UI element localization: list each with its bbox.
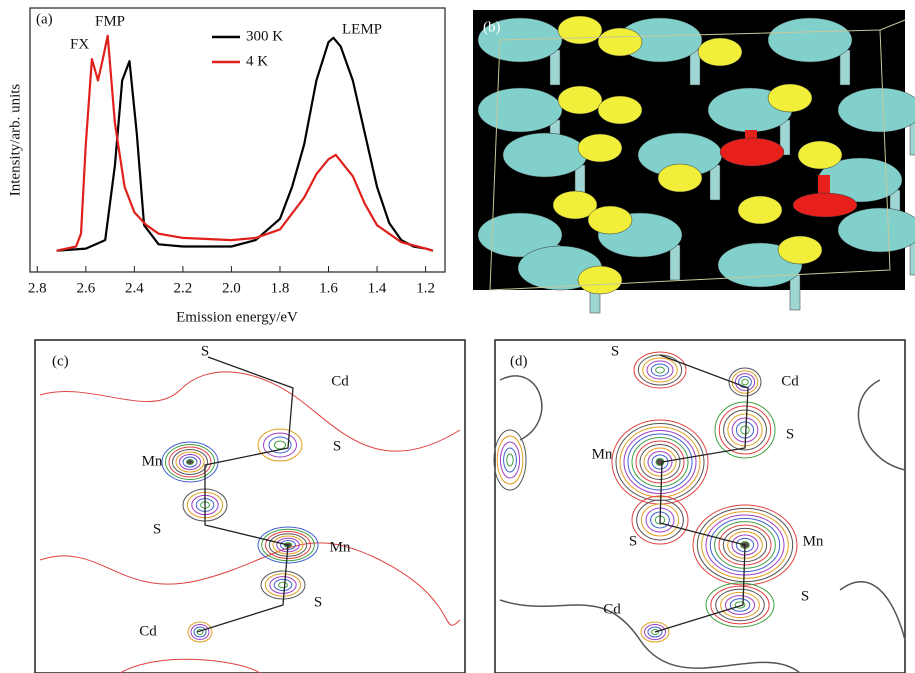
atom-label: Cd <box>603 601 621 617</box>
s-atom <box>558 86 602 114</box>
x-axis-label: Emission energy/eV <box>176 309 298 325</box>
x-tick-label: 1.6 <box>319 280 338 296</box>
atom-label: S <box>786 426 794 442</box>
atom-label: S <box>611 343 619 359</box>
atom-label: Cd <box>781 373 799 389</box>
x-tick-label: 2.6 <box>76 280 95 296</box>
contour <box>187 460 194 465</box>
atom-label: Mn <box>142 453 163 469</box>
atom-label: S <box>801 588 809 604</box>
legend-label: 4 K <box>246 53 268 69</box>
x-tick-label: 2.4 <box>125 280 144 296</box>
figure: (b) (c) S Cd S Mn S Mn S Cd (d) S Cd S Mn S Mn S Cd (a) … <box>0 0 915 673</box>
cd-atom <box>768 18 852 62</box>
s-atom <box>598 28 642 56</box>
s-atom <box>778 236 822 264</box>
atom-label: Mn <box>330 539 351 555</box>
atom-label: S <box>153 521 161 537</box>
s-atom <box>588 206 632 234</box>
panel-a: (a) FX FMP LEMP Emission energy/eV Inten… <box>7 8 445 325</box>
atom-label: Cd <box>139 623 157 639</box>
atom-label: S <box>201 343 209 359</box>
cd-atom <box>503 133 587 177</box>
s-atom <box>578 134 622 162</box>
mn-atom <box>720 138 784 166</box>
bond <box>790 275 800 310</box>
panel-d: (d) S Cd S Mn S Mn S Cd <box>494 340 905 673</box>
panel-label: (d) <box>510 353 528 369</box>
y-axis-label: Intensity/arb. units <box>7 84 23 197</box>
panel-b: (b) <box>473 10 915 313</box>
atom-label: Cd <box>331 373 349 389</box>
bond <box>710 165 720 200</box>
s-atom <box>558 16 602 44</box>
panel-frame <box>35 340 465 673</box>
bond <box>670 245 680 280</box>
panel-label: (b) <box>483 19 501 35</box>
x-tick-label: 1.2 <box>416 280 435 296</box>
x-tick-label: 2.0 <box>222 280 241 296</box>
x-tick-label: 1.4 <box>368 280 387 296</box>
spectrum-line <box>57 38 433 251</box>
s-atom <box>768 84 812 112</box>
panel-c: (c) S Cd S Mn S Mn S Cd <box>35 340 465 673</box>
x-tick-label: 1.8 <box>271 280 290 296</box>
cd-atom <box>478 88 562 132</box>
annotation: LEMP <box>342 21 382 37</box>
cd-atom <box>838 208 915 252</box>
atom-label: Mn <box>803 533 824 549</box>
panel-label: (c) <box>52 353 69 369</box>
annotation: FMP <box>95 13 125 29</box>
panel-frame <box>495 340 905 673</box>
s-atom <box>578 266 622 294</box>
x-tick-label: 2.8 <box>28 280 47 296</box>
cd-atom <box>838 88 915 132</box>
s-atom <box>698 38 742 66</box>
atom-label: S <box>314 594 322 610</box>
bond <box>840 50 850 85</box>
atom-label: S <box>333 438 341 454</box>
spectrum-line <box>57 36 433 251</box>
panel-label: (a) <box>36 11 53 27</box>
atom-label: Mn <box>592 446 613 462</box>
mn-atom <box>793 193 857 217</box>
x-tick-label: 2.2 <box>174 280 193 296</box>
plot-frame <box>30 8 445 272</box>
legend-label: 300 K <box>246 28 283 44</box>
atom-label: S <box>629 533 637 549</box>
s-atom <box>658 164 702 192</box>
bond <box>550 50 560 85</box>
annotation: FX <box>70 36 89 52</box>
s-atom <box>738 196 782 224</box>
s-atom <box>798 141 842 169</box>
s-atom <box>598 96 642 124</box>
